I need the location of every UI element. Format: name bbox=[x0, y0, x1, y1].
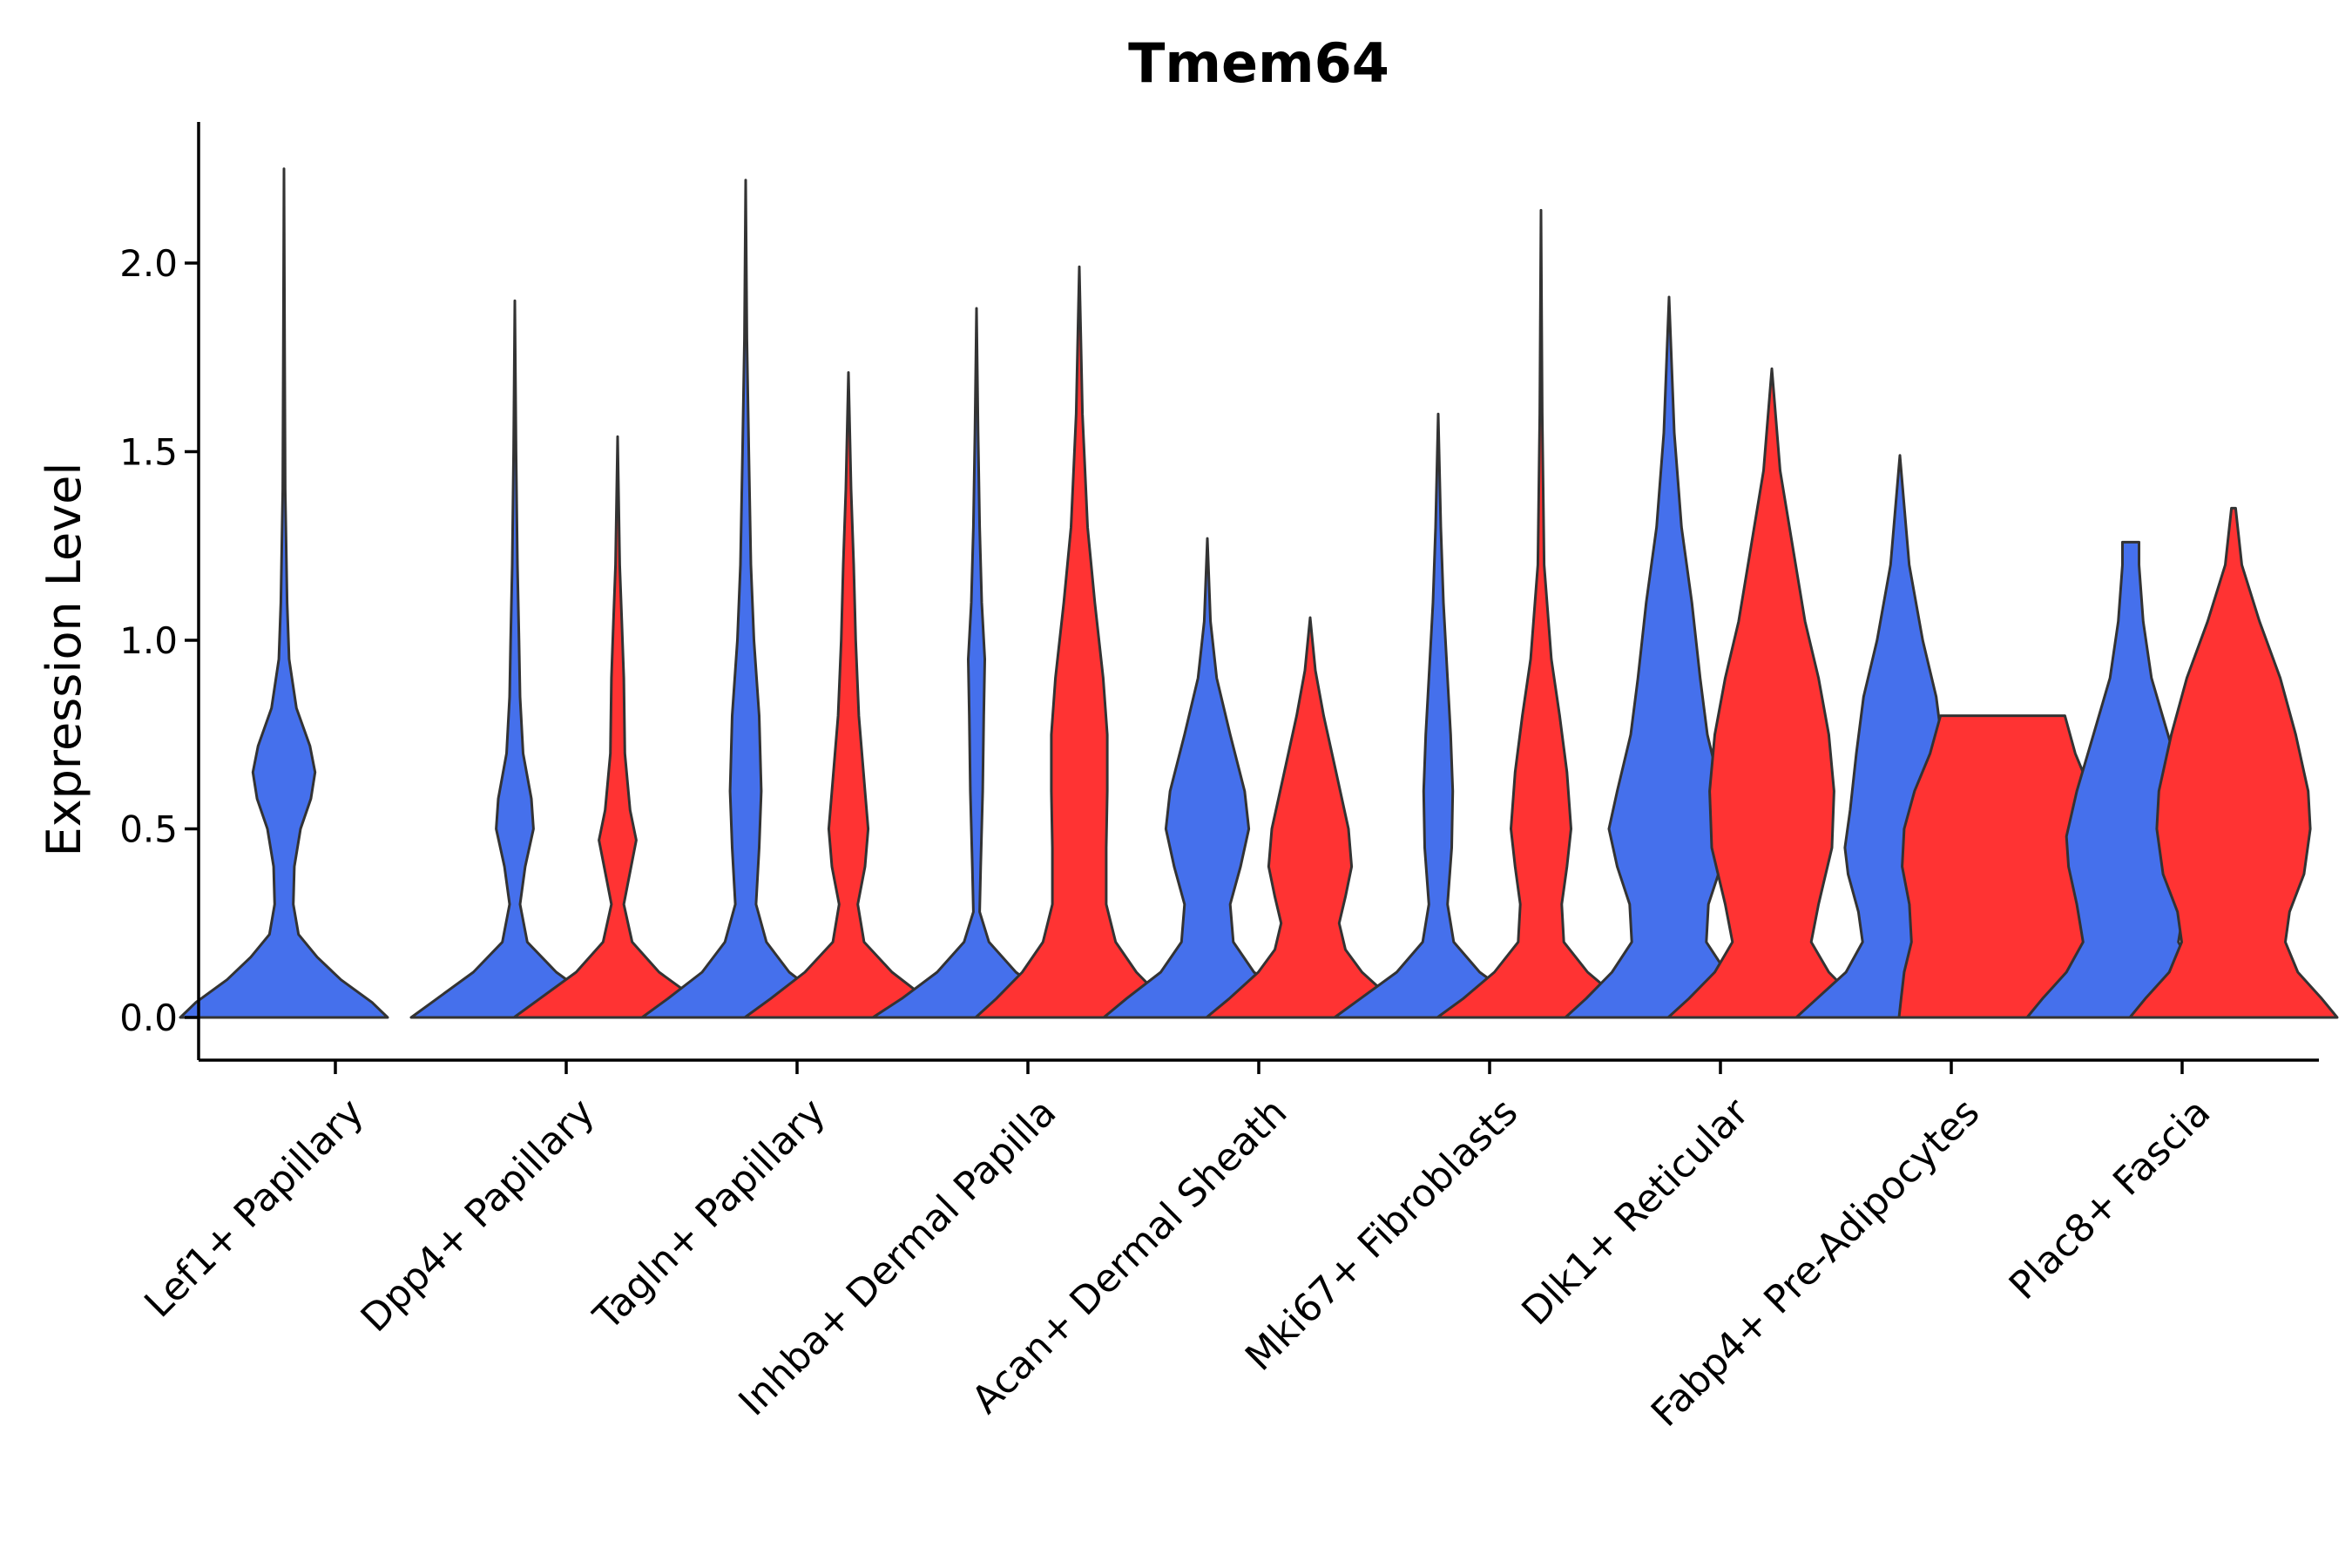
x-category-label: Lef1+ Papillary bbox=[136, 1090, 372, 1326]
violin-blue bbox=[409, 299, 620, 1019]
y-tick-label: 0.5 bbox=[119, 808, 178, 851]
chart-title: Tmem64 bbox=[1128, 31, 1389, 95]
y-axis-label: Expression Level bbox=[37, 463, 91, 857]
violin-blue bbox=[871, 307, 1082, 1019]
y-ticks: 0.0 0.5 1.0 1.5 2.0 bbox=[119, 242, 199, 1039]
violin-blue bbox=[1333, 412, 1544, 1019]
x-category-label: Dpp4+ Papillary bbox=[353, 1090, 604, 1341]
violin-red bbox=[512, 435, 723, 1019]
violin-red bbox=[1205, 616, 1416, 1019]
violin-red bbox=[1666, 367, 1877, 1019]
violin-blue bbox=[640, 179, 851, 1019]
x-category-label: Tagln+ Papillary bbox=[585, 1090, 834, 1339]
violin-red bbox=[1436, 208, 1646, 1019]
y-tick-label: 2.0 bbox=[119, 242, 178, 285]
y-tick-label: 1.0 bbox=[119, 619, 178, 662]
violin-blue bbox=[1102, 537, 1313, 1019]
violin-red bbox=[2128, 506, 2339, 1019]
violin-blue bbox=[179, 167, 389, 1019]
x-category-label: Dlk1+ Reticular bbox=[1513, 1090, 1758, 1335]
y-tick-label: 0.0 bbox=[119, 997, 178, 1039]
violins-layer bbox=[179, 167, 2339, 1019]
x-category-label: Plac8+ Fascia bbox=[2001, 1090, 2220, 1308]
violin-red bbox=[743, 371, 954, 1019]
violin-red bbox=[974, 265, 1185, 1019]
y-tick-label: 1.5 bbox=[119, 431, 178, 474]
